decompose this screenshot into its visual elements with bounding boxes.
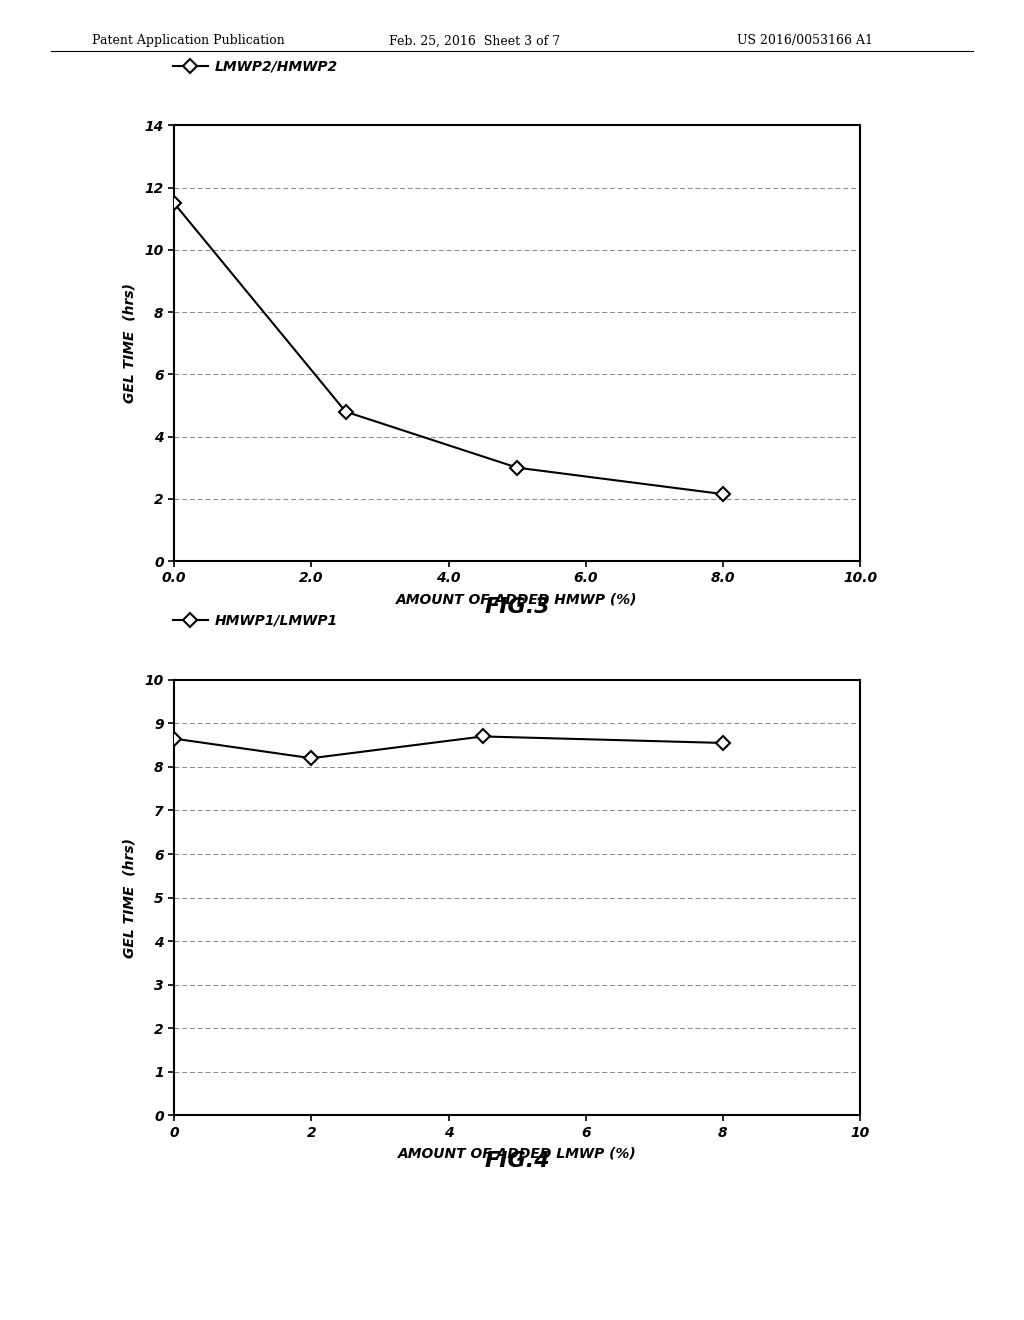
- Y-axis label: GEL TIME  (hrs): GEL TIME (hrs): [122, 838, 136, 957]
- Text: US 2016/0053166 A1: US 2016/0053166 A1: [737, 34, 873, 48]
- X-axis label: AMOUNT OF ADDED HMWP (%): AMOUNT OF ADDED HMWP (%): [396, 593, 638, 606]
- Legend: LMWP2/HMWP2: LMWP2/HMWP2: [167, 54, 343, 79]
- Text: Feb. 25, 2016  Sheet 3 of 7: Feb. 25, 2016 Sheet 3 of 7: [389, 34, 560, 48]
- X-axis label: AMOUNT OF ADDED LMWP (%): AMOUNT OF ADDED LMWP (%): [397, 1147, 637, 1160]
- Text: Patent Application Publication: Patent Application Publication: [92, 34, 285, 48]
- Text: FIG.3: FIG.3: [484, 597, 550, 616]
- Text: FIG.4: FIG.4: [484, 1151, 550, 1171]
- Legend: HMWP1/LMWP1: HMWP1/LMWP1: [167, 609, 343, 634]
- Y-axis label: GEL TIME  (hrs): GEL TIME (hrs): [122, 284, 136, 403]
